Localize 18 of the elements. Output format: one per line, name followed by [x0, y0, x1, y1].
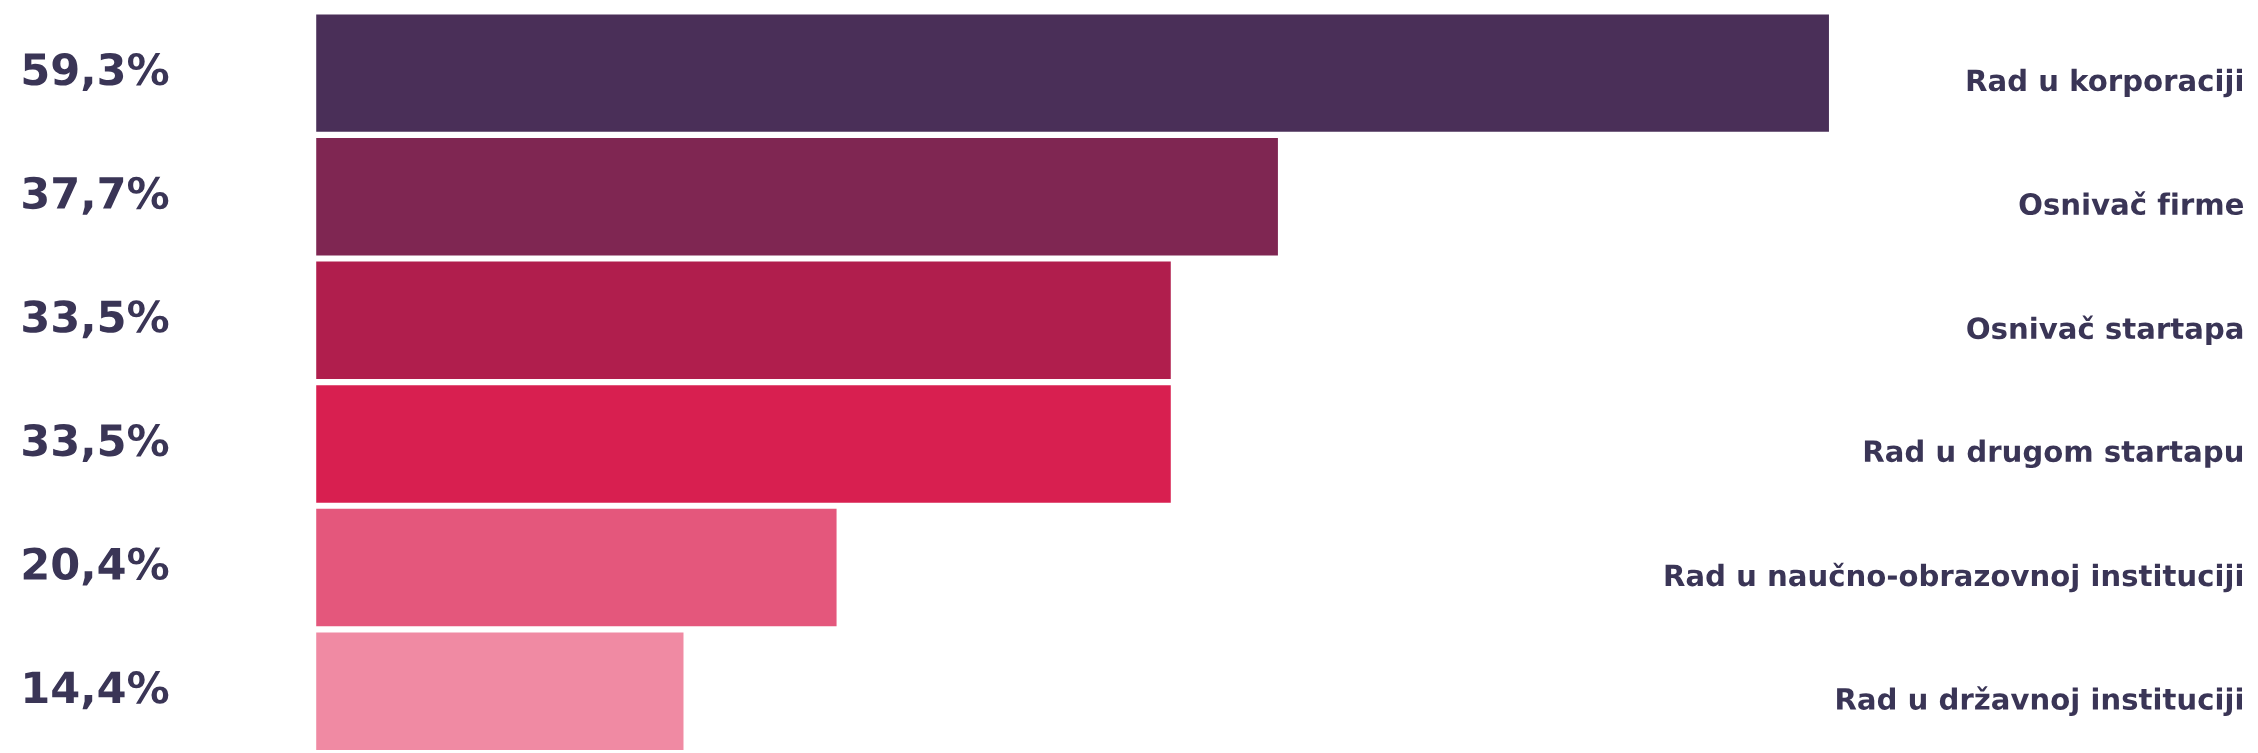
bar — [316, 14, 1829, 132]
y-tick-label: Osnivač startapa — [1967, 315, 2243, 345]
data-label: 37,7% — [23, 176, 169, 215]
bar — [316, 508, 837, 627]
y-tick-label: Rad u drugom startapu — [1864, 439, 2243, 469]
bar — [316, 138, 1278, 256]
bar — [316, 632, 684, 750]
y-tick-label: Rad u državnoj instituciji — [1837, 686, 2243, 716]
bar — [316, 385, 1171, 503]
bar — [316, 261, 1171, 380]
data-label: 59,3% — [23, 53, 169, 92]
data-label: 20,4% — [23, 547, 169, 586]
data-label: 33,5% — [23, 300, 169, 339]
y-tick-label: Rad u naučno-obrazovnoj instituciji — [1665, 562, 2243, 593]
data-label: 14,4% — [25, 671, 169, 710]
y-tick-label: Rad u korporaciji — [1967, 68, 2242, 98]
data-label: 33,5% — [23, 423, 169, 462]
y-tick-label: Osnivač firme — [2019, 191, 2244, 216]
